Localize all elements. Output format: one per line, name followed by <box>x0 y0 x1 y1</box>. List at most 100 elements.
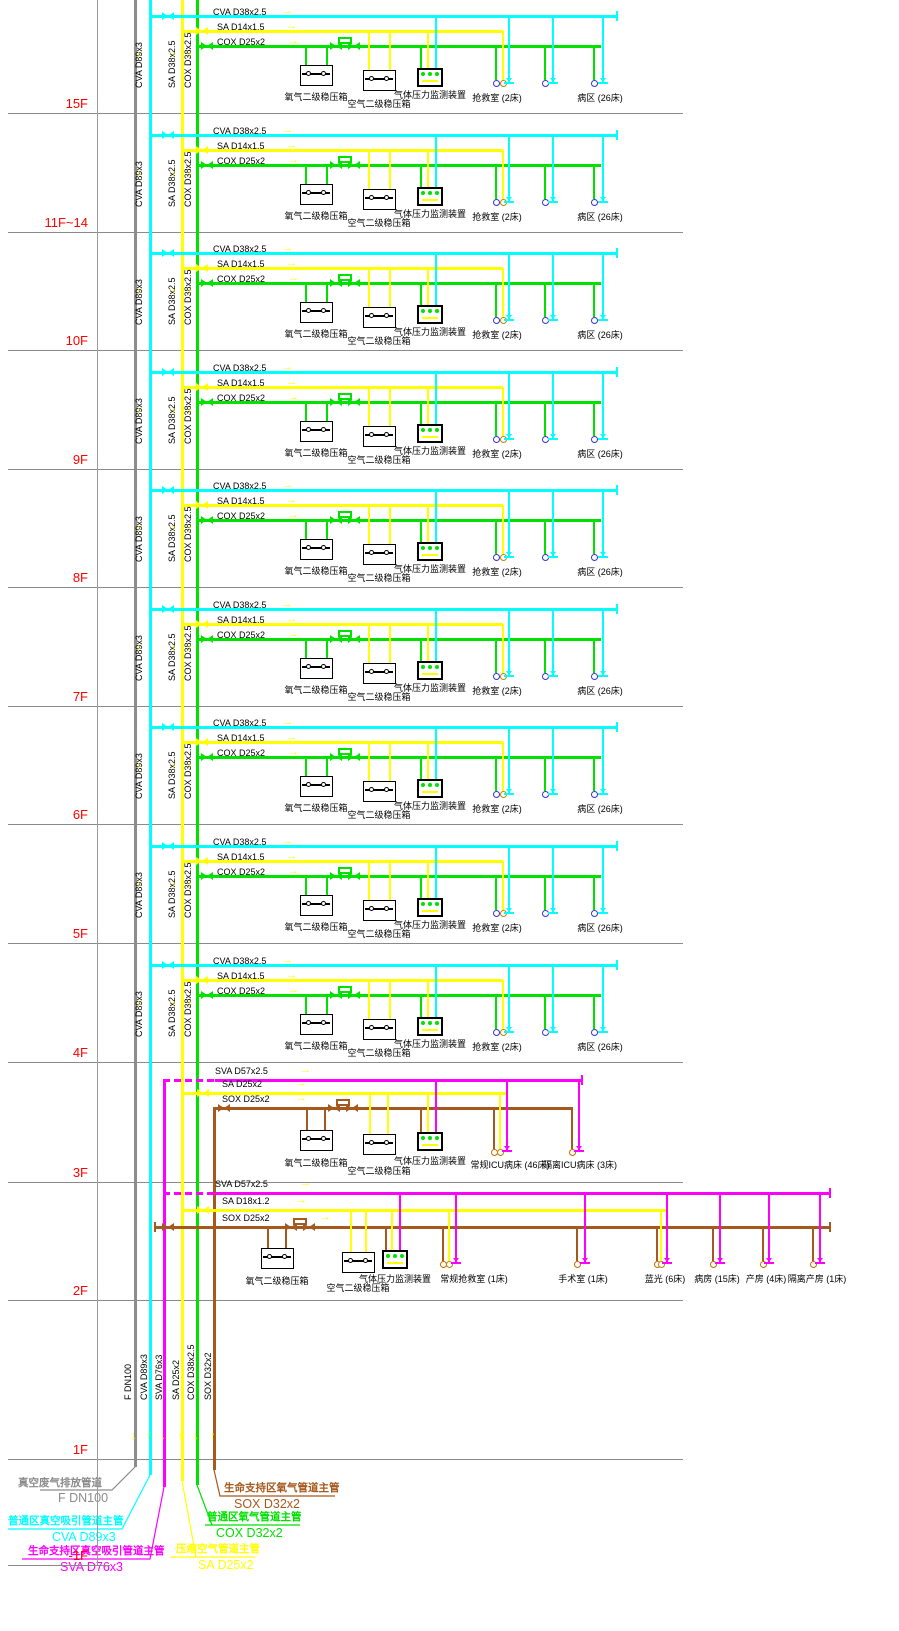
pipe-segment <box>543 757 547 791</box>
pressure-box-detail <box>369 313 374 318</box>
outlet-label: 常规抢救室 (1床) <box>440 1274 508 1284</box>
pipe-segment <box>501 31 505 80</box>
valve-icon <box>207 991 213 999</box>
valve-icon <box>202 857 208 865</box>
pressure-box-detail <box>384 669 389 674</box>
pipe-segment <box>601 16 605 82</box>
equipment-label: 氧气二级稳压箱 <box>284 1041 348 1051</box>
outlet-circle-icon <box>492 435 500 443</box>
floor-line <box>8 586 683 588</box>
gas-monitor-detail <box>422 199 438 201</box>
flow-arrow-icon: → <box>282 479 293 491</box>
flow-arrow-icon: ↑ <box>171 405 177 417</box>
pipe-segment <box>665 1193 669 1262</box>
valve-icon <box>348 279 354 287</box>
pipe-size-label: SA D14x1.5 <box>217 141 265 151</box>
outlet-terminal-icon <box>504 793 514 795</box>
pipe-size-label: CVA D38x2.5 <box>213 244 267 254</box>
pipe-segment <box>435 16 437 68</box>
pipe-segment <box>197 993 601 997</box>
pipe-end-cap <box>616 130 618 140</box>
outlet-terminal-icon <box>715 1262 725 1264</box>
flow-arrow-icon: ↑ <box>187 523 193 535</box>
pipe-segment <box>304 876 308 895</box>
pipe-segment <box>388 31 392 70</box>
pipe-size-label: CVA D38x2.5 <box>213 126 267 136</box>
pipe-segment <box>441 1227 445 1261</box>
outlet-circle-icon <box>492 553 500 561</box>
outlet-label: 抢救室 (2床) <box>472 567 522 577</box>
bypass-valve-icon <box>338 511 352 518</box>
floor-line <box>8 349 683 351</box>
pipe-segment <box>494 402 498 436</box>
pipe-segment <box>182 266 503 270</box>
pressure-box-detail <box>384 1140 389 1145</box>
pipe-segment <box>367 31 371 70</box>
pipe-segment <box>150 607 617 611</box>
bypass-valve-icon <box>338 630 352 637</box>
pressure-box <box>362 1019 396 1040</box>
pipe-segment <box>367 150 371 189</box>
bypass-valve-icon <box>338 274 352 281</box>
valve-icon <box>201 279 207 287</box>
valve-icon <box>202 383 208 391</box>
valve-icon <box>202 264 208 272</box>
pipe-segment <box>197 755 601 759</box>
pipe-size-label: COX D25x2 <box>217 748 266 758</box>
valve-icon <box>162 486 168 494</box>
pipe-size-label: SA D14x1.5 <box>217 733 265 743</box>
pipe-segment <box>592 165 596 199</box>
outlet-label: 病区 (26床) <box>577 93 623 103</box>
pressure-box-detail <box>363 1258 368 1263</box>
outlet-label: 抢救室 (2床) <box>472 93 522 103</box>
pipe-size-label: CVA D38x2.5 <box>213 363 267 373</box>
valve-icon <box>202 27 208 35</box>
pipe-segment <box>304 165 308 184</box>
pipe-end-cap <box>829 1222 831 1232</box>
pressure-box <box>362 781 396 802</box>
outlet-terminal-icon <box>548 438 558 440</box>
equipment-label: 空气二级稳压箱 <box>326 1283 390 1293</box>
pipe-size-label: COX D25x2 <box>217 630 266 640</box>
flow-arrow-icon: ↑ <box>171 760 177 772</box>
outlet-terminal-icon <box>506 78 512 82</box>
pressure-box-detail <box>321 71 326 76</box>
flow-arrow-icon: ↑ <box>187 879 193 891</box>
pressure-box <box>362 426 396 447</box>
valve-icon <box>168 12 174 20</box>
outlet-circle-icon <box>492 79 500 87</box>
pipe-segment <box>182 978 503 982</box>
gas-monitor-detail <box>428 665 432 669</box>
outlet-label: 病区 (26床) <box>577 212 623 222</box>
pipe-segment <box>492 1108 496 1149</box>
gas-monitor-detail <box>428 309 432 313</box>
valve-icon <box>303 1223 309 1231</box>
pipe-segment <box>182 622 503 626</box>
gas-monitor-detail <box>421 1136 425 1140</box>
outlet-label: 抢救室 (2床) <box>472 804 522 814</box>
pipe-segment <box>711 1227 715 1261</box>
gas-monitor-detail <box>387 1262 403 1264</box>
legend-size: COX D32x2 <box>216 1526 283 1540</box>
flow-arrow-icon: ↑ <box>187 642 193 654</box>
floor-line <box>8 942 683 944</box>
outlet-terminal-icon <box>548 556 558 558</box>
flow-arrow-icon: ↑ <box>136 168 142 180</box>
outlet-terminal-icon <box>504 556 514 558</box>
bypass-valve-icon <box>338 37 352 44</box>
valve-icon <box>196 27 202 35</box>
pipe-segment <box>197 44 601 48</box>
gas-monitor-detail <box>435 309 439 313</box>
pressure-box <box>299 539 333 560</box>
pressure-box-detail <box>321 901 326 906</box>
pipe-segment <box>427 268 429 305</box>
pipe-segment <box>182 385 503 389</box>
valve-icon <box>196 738 202 746</box>
pipe-segment <box>325 283 329 302</box>
gas-monitor-detail <box>435 428 439 432</box>
legend-size: SOX D32x2 <box>234 1497 301 1511</box>
pipe-segment <box>427 861 429 898</box>
pipe-segment <box>215 1191 830 1195</box>
outlet-terminal-icon <box>664 1258 670 1262</box>
outlet-terminal-icon <box>550 1027 556 1031</box>
